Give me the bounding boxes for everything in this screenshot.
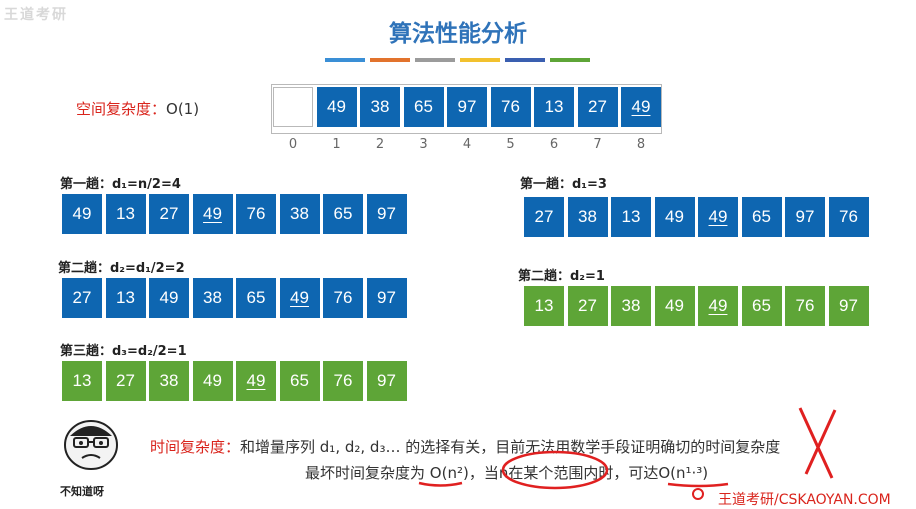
array-cell: 27 — [62, 278, 102, 318]
array-cell: 76 — [828, 197, 869, 237]
array-cell: 49 — [192, 194, 233, 234]
array-cell: 97 — [366, 194, 407, 234]
array-cell: 49 — [698, 286, 738, 326]
array-cell: 76 — [323, 278, 363, 318]
main-array: 49 38 65 97 76 13 27 49 — [273, 87, 665, 127]
array-cell: 27 — [105, 361, 146, 401]
best-complexity: O(n¹·³) — [658, 464, 709, 482]
confused-face-icon — [64, 420, 118, 470]
left-pass-1-label: 第一趟：d₁=n/2=4 — [60, 177, 181, 192]
array-cell: 27 — [524, 197, 564, 237]
array-cell: 38 — [192, 278, 233, 318]
right-pass-1: 27 38 13 49 49 65 97 76 — [524, 197, 872, 237]
array-cell: 13 — [611, 197, 651, 237]
array-cell: 49 — [621, 87, 661, 127]
worst-prefix: 最坏时间复杂度为 — [305, 464, 430, 482]
brand-footer: 王道考研/CSKAOYAN.COM — [718, 492, 891, 508]
array-cell: 76 — [323, 361, 363, 401]
right-pass-1-label: 第一趟：d₁=3 — [520, 177, 607, 192]
time-complexity-line2: 最坏时间复杂度为 O(n²)，当n在某个范围内时，可达O(n¹·³) — [305, 462, 708, 483]
circle-mark — [692, 488, 704, 500]
space-complexity: 空间复杂度：O(1) — [76, 98, 199, 119]
array-frame — [271, 84, 662, 134]
index-label: 5 — [506, 137, 515, 152]
array-cell: 38 — [360, 87, 400, 127]
array-cell: 13 — [62, 361, 102, 401]
empty-cell — [273, 87, 313, 127]
index-label: 7 — [593, 137, 602, 152]
time-complexity-text: 和增量序列 d₁, d₂, d₃… 的选择有关，目前无法用数学手段证明确切的时间… — [240, 438, 781, 456]
array-cell: 97 — [447, 87, 487, 127]
underline-annotation — [667, 482, 729, 488]
array-cell: 38 — [149, 361, 189, 401]
array-cell: 49 — [654, 197, 695, 237]
array-cell: 49 — [279, 278, 320, 318]
index-label: 8 — [636, 137, 646, 152]
left-pass-1: 49 13 27 49 76 38 65 97 — [62, 194, 410, 234]
meme-caption: 不知道呀 — [60, 485, 104, 498]
watermark: 王道考研 — [4, 7, 68, 23]
worst-complexity: O(n²) — [429, 464, 469, 482]
color-bar — [505, 58, 545, 62]
array-cell: 65 — [323, 194, 363, 234]
array-cell: 38 — [567, 197, 608, 237]
array-cell: 49 — [316, 87, 357, 127]
array-cell: 76 — [490, 87, 531, 127]
array-cell: 97 — [785, 197, 825, 237]
array-cell: 13 — [105, 278, 146, 318]
array-cell: 38 — [611, 286, 651, 326]
time-complexity-line1: 时间复杂度：和增量序列 d₁, d₂, d₃… 的选择有关，目前无法用数学手段证… — [150, 436, 780, 457]
array-cell: 97 — [366, 361, 407, 401]
array-cell: 49 — [62, 194, 102, 234]
color-bar — [550, 58, 590, 62]
left-pass-3-label: 第三趟：d₃=d₂/2=1 — [60, 344, 187, 359]
color-bar — [370, 58, 410, 62]
page-title: 算法性能分析 — [389, 21, 527, 47]
array-cell: 76 — [785, 286, 825, 326]
circle-annotation — [501, 450, 609, 490]
array-cell: 49 — [654, 286, 695, 326]
color-bar — [460, 58, 500, 62]
array-cell: 65 — [741, 286, 782, 326]
left-pass-3: 13 27 38 49 49 65 76 97 — [62, 361, 410, 401]
array-cell: 76 — [236, 194, 276, 234]
array-cell: 49 — [149, 278, 189, 318]
array-cell: 13 — [534, 87, 574, 127]
array-cell: 49 — [698, 197, 738, 237]
color-bar — [415, 58, 455, 62]
array-cell: 27 — [567, 286, 608, 326]
index-label: 0 — [288, 137, 298, 152]
array-cell: 13 — [105, 194, 146, 234]
array-cell: 97 — [366, 278, 407, 318]
index-label: 4 — [462, 137, 472, 152]
cross-annotation — [798, 407, 837, 479]
array-cell: 65 — [236, 278, 276, 318]
right-pass-2: 13 27 38 49 49 65 76 97 — [524, 286, 872, 326]
index-label: 3 — [419, 137, 428, 152]
array-cell: 49 — [236, 361, 276, 401]
array-cell: 27 — [577, 87, 618, 127]
left-pass-2: 27 13 49 38 65 49 76 97 — [62, 278, 410, 318]
array-cell: 13 — [524, 286, 564, 326]
index-label: 6 — [549, 137, 559, 152]
index-label: 1 — [332, 137, 341, 152]
space-complexity-value: O(1) — [166, 100, 200, 118]
array-cell: 97 — [828, 286, 869, 326]
space-complexity-label: 空间复杂度： — [76, 100, 167, 118]
array-cell: 65 — [403, 87, 444, 127]
range-text: ，当n在某个范围内时，可达 — [468, 464, 659, 482]
array-cell: 38 — [279, 194, 320, 234]
array-cell: 27 — [149, 194, 189, 234]
underline-annotation — [418, 481, 463, 487]
color-bar — [325, 58, 365, 62]
array-cell: 49 — [192, 361, 233, 401]
time-complexity-label: 时间复杂度： — [150, 438, 241, 456]
array-cell: 65 — [741, 197, 782, 237]
array-cell: 65 — [279, 361, 320, 401]
index-label: 2 — [375, 137, 385, 152]
left-pass-2-label: 第二趟：d₂=d₁/2=2 — [58, 261, 185, 276]
right-pass-2-label: 第二趟：d₂=1 — [518, 269, 605, 284]
